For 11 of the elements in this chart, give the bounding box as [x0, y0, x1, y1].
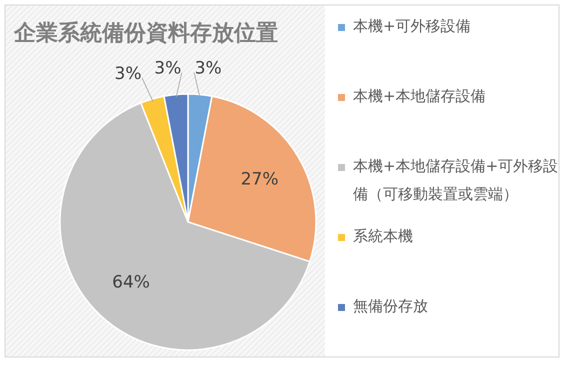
chart-title: 企業系統備份資料存放位置 [13, 21, 278, 46]
data-label: 27% [240, 170, 279, 190]
data-label: 3% [154, 58, 182, 79]
data-label: 3% [114, 64, 142, 84]
legend-label: 本機+可外移設備 [353, 17, 471, 36]
legend-label: 本機+本地儲存設備+可外移設備（可移動裝置或雲端） [353, 157, 558, 204]
legend-label: 系統本機 [353, 227, 413, 246]
legend-label: 本機+本地儲存設備 [353, 87, 486, 106]
data-label: 3% [194, 58, 222, 79]
legend-label: 無備份存放 [353, 297, 428, 316]
data-label: 64% [112, 272, 150, 293]
